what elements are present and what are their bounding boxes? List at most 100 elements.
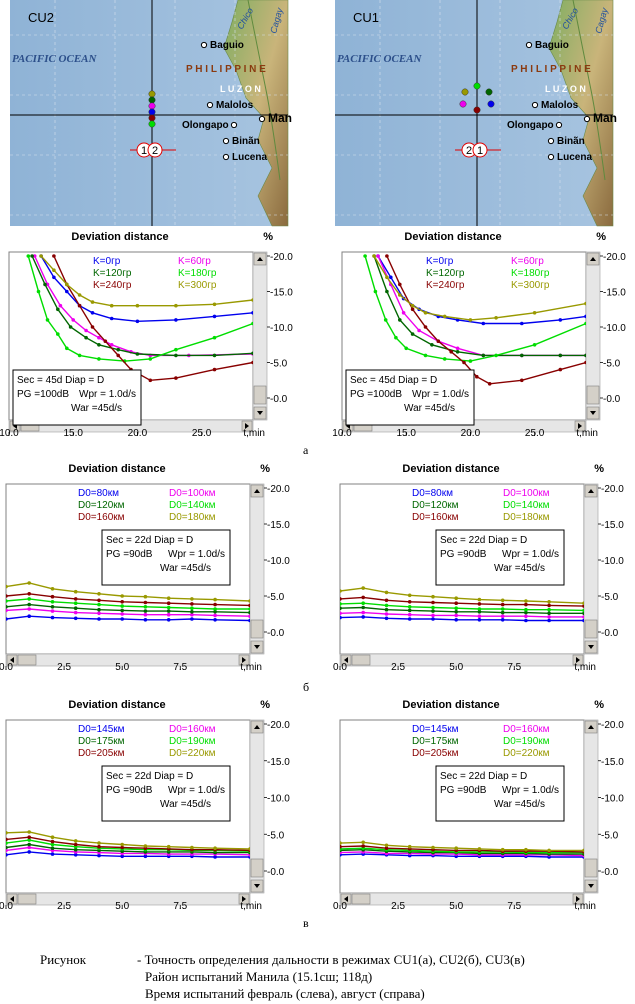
- legend-entry: K=0гр: [426, 256, 454, 267]
- series-point: [454, 613, 458, 618]
- scroll-thumb[interactable]: [584, 858, 598, 878]
- series-point: [372, 254, 376, 258]
- legend-entry: D0=160км: [78, 512, 125, 523]
- vertical-scrollbar[interactable]: [583, 719, 599, 894]
- x-tick-label: 2.5: [57, 662, 71, 673]
- y-unit-label: %: [260, 699, 270, 711]
- series-point: [27, 592, 32, 596]
- series-point: [477, 602, 482, 606]
- vertical-scrollbar[interactable]: [252, 251, 268, 421]
- series-point: [477, 618, 482, 622]
- series-point: [477, 614, 482, 618]
- series-point: [361, 586, 365, 590]
- series-point: [361, 605, 365, 610]
- map-city-marker: [531, 101, 539, 109]
- map-antenna-point: [459, 100, 467, 108]
- map-city-marker: [222, 137, 230, 145]
- y-tick-label: -15.0: [603, 288, 626, 299]
- series-point: [97, 844, 101, 849]
- series-point: [97, 853, 101, 858]
- series-point: [340, 597, 342, 601]
- series-point: [558, 318, 563, 322]
- series-point: [97, 617, 101, 621]
- vertical-scrollbar[interactable]: [585, 251, 601, 421]
- x-tick-label: 0.0: [333, 901, 347, 912]
- y-tick-label: -15.0: [267, 757, 290, 768]
- series-point: [520, 353, 524, 358]
- x-tick-label: 7.5: [507, 662, 521, 673]
- info-line: PG =100dB: [17, 389, 69, 400]
- series-point: [27, 838, 32, 842]
- info-line: War =45d/s: [404, 403, 455, 414]
- series-line: [373, 255, 586, 357]
- series-point: [462, 360, 466, 365]
- series-point: [248, 847, 250, 851]
- series-point: [27, 835, 32, 839]
- series-point: [52, 275, 56, 280]
- map-city-label: Binãn: [557, 136, 585, 147]
- horizontal-scrollbar[interactable]: [5, 892, 251, 906]
- series-point: [166, 612, 171, 617]
- horizontal-scrollbar[interactable]: [5, 653, 251, 667]
- series-point: [90, 325, 95, 329]
- scroll-thumb[interactable]: [17, 893, 37, 905]
- series-group: [26, 254, 253, 383]
- horizontal-scrollbar[interactable]: [339, 653, 585, 667]
- info-line: War =45d/s: [494, 799, 545, 810]
- series-point: [39, 254, 43, 258]
- legend-entry: D0=120км: [78, 500, 125, 511]
- series-point: [213, 613, 217, 618]
- scroll-up-arrow-icon: [590, 257, 596, 261]
- series-point: [248, 607, 250, 611]
- vertical-scrollbar[interactable]: [249, 719, 265, 894]
- vertical-scrollbar[interactable]: [583, 483, 599, 655]
- series-point: [143, 609, 148, 613]
- series-point: [97, 357, 101, 361]
- series-point: [251, 298, 253, 302]
- vertical-scrollbar[interactable]: [249, 483, 265, 655]
- series-point: [73, 610, 78, 615]
- y-tick-label: -5.0: [603, 359, 621, 370]
- map-city-label: Malolos: [541, 100, 579, 111]
- scroll-thumb[interactable]: [351, 893, 371, 905]
- series-point: [27, 607, 32, 611]
- horizontal-scrollbar[interactable]: [339, 892, 585, 906]
- map-ridge: [247, 0, 281, 181]
- series-point: [120, 604, 124, 608]
- series-point: [417, 328, 421, 333]
- map-city-marker: [583, 115, 591, 123]
- legend-entry: D0=145км: [412, 724, 459, 735]
- scroll-thumb[interactable]: [586, 385, 600, 405]
- series-point: [213, 618, 217, 622]
- info-box: [435, 765, 565, 822]
- series-point: [77, 293, 82, 297]
- series-point: [436, 339, 441, 343]
- series-point: [50, 835, 55, 839]
- map-ocean-label: PACIFIC OCEAN: [12, 53, 98, 65]
- map-island-label: L U Z O N: [545, 84, 586, 94]
- scroll-thumb[interactable]: [351, 654, 371, 666]
- series-point: [50, 852, 55, 856]
- series-point: [213, 607, 217, 611]
- legend-entry: D0=140км: [503, 500, 550, 511]
- series-point: [50, 594, 55, 599]
- series-point: [423, 353, 428, 358]
- map-city-marker: [206, 101, 214, 109]
- chart-title: Deviation distance: [402, 699, 499, 711]
- scroll-thumb[interactable]: [584, 619, 598, 639]
- series-point: [6, 841, 8, 845]
- scroll-thumb[interactable]: [17, 654, 37, 666]
- y-tick-label: -10.0: [267, 794, 290, 805]
- scroll-thumb[interactable]: [250, 858, 264, 878]
- legend-entry: D0=205км: [412, 748, 459, 759]
- series-point: [6, 853, 8, 857]
- caption-line-2: Район испытаний Манила (15.1сш; 118д): [145, 969, 373, 984]
- series-point: [6, 837, 8, 842]
- map-ridge: [572, 0, 606, 181]
- series-point: [558, 367, 563, 372]
- y-tick-label: -0.0: [267, 867, 285, 878]
- series-point: [410, 303, 415, 308]
- scroll-thumb[interactable]: [253, 385, 267, 405]
- scroll-thumb[interactable]: [250, 619, 264, 639]
- series-point: [109, 303, 114, 308]
